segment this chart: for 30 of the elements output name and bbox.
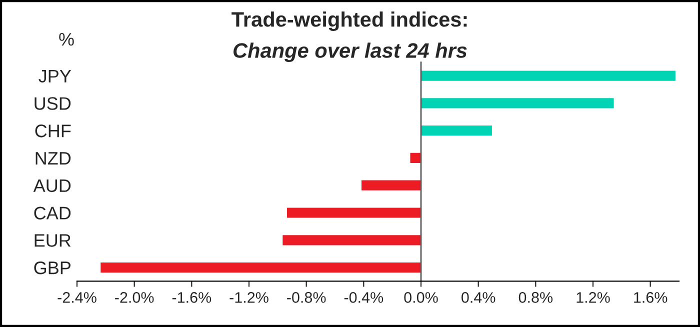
chart-title: Trade-weighted indices: <box>232 12 467 32</box>
x-tick-label: -0.4% <box>344 292 384 303</box>
bar <box>286 206 422 220</box>
x-tick-label: 0.0% <box>404 292 438 303</box>
y-tick-label: USD <box>34 97 71 110</box>
x-tick-label: 1.2% <box>576 292 610 303</box>
y-tick-label: CAD <box>34 206 71 220</box>
bar <box>281 234 422 247</box>
x-tick-label: 0.8% <box>518 292 553 303</box>
x-tick-label: -1.6% <box>172 292 212 303</box>
bar <box>420 124 494 138</box>
y-tick-label: EUR <box>34 234 71 247</box>
bar <box>360 178 422 192</box>
y-tick-label: CHF <box>35 124 71 138</box>
y-tick-label: JPY <box>38 70 72 83</box>
x-tick-label: -0.8% <box>287 292 326 303</box>
x-tick-label: 1.6% <box>634 292 668 303</box>
bar <box>408 152 422 164</box>
x-tick-label: 0.4% <box>462 292 496 303</box>
bar <box>420 96 616 110</box>
y-axis-title: % <box>59 33 74 46</box>
x-tick-label: -2.4% <box>58 292 96 303</box>
chart-subtitle: Change over last 24 hrs <box>234 42 467 62</box>
bar <box>99 261 422 274</box>
y-tick-label: AUD <box>33 179 71 192</box>
y-tick-label: NZD <box>36 152 71 165</box>
y-tick-label: GBP <box>34 261 70 274</box>
x-tick-label: -1.2% <box>230 292 268 303</box>
x-tick-label: -2.0% <box>115 292 154 303</box>
bar <box>420 69 677 82</box>
